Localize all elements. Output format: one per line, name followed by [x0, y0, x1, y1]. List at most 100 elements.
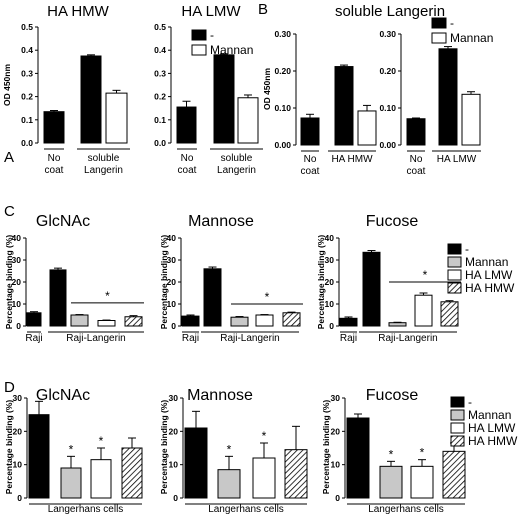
y-tick-label: 0.30 — [274, 29, 291, 39]
legend-swatch — [450, 396, 465, 408]
x-category-label: Raji-Langerin — [66, 333, 125, 344]
y-tick-label: 0.3 — [154, 68, 166, 78]
bar — [282, 312, 301, 327]
y-tick-label: 30 — [13, 393, 23, 403]
legend-label: HA HMW — [468, 434, 518, 448]
legend-swatch — [447, 256, 462, 268]
legend-label: Mannan — [450, 31, 493, 45]
significance-star: * — [265, 290, 270, 304]
legend-label: - — [210, 28, 214, 42]
bar — [461, 93, 481, 146]
x-category-label: Raji — [25, 333, 42, 344]
x-category-label: HA LMW — [437, 154, 477, 165]
legend-swatch — [450, 422, 465, 434]
y-tick-label: 20 — [169, 426, 179, 436]
y-tick-label: 20 — [325, 277, 335, 287]
y-tick-label: 0.4 — [21, 45, 33, 55]
bar — [105, 92, 128, 144]
bar — [124, 316, 143, 327]
x-category-label: Langerin — [84, 165, 123, 176]
bar — [176, 106, 197, 144]
significance-star: * — [227, 442, 232, 456]
bar — [357, 110, 377, 146]
chart-title: GlcNAc — [36, 387, 90, 404]
chart-title: HA HMW — [47, 3, 110, 20]
x-category-label: coat — [45, 165, 64, 176]
bar — [410, 465, 434, 499]
x-category-label: Raji-Langerin — [378, 333, 437, 344]
y-tick-label: 40 — [167, 233, 177, 243]
legend-swatch — [450, 409, 465, 421]
bar — [284, 449, 308, 499]
significance-star: * — [389, 447, 394, 461]
bar — [213, 54, 235, 144]
y-tick-label: 0 — [171, 321, 176, 331]
x-category-label: Raji — [340, 333, 357, 344]
y-tick-label: 0.10 — [274, 103, 291, 113]
legend-swatch — [450, 435, 465, 447]
legend-label: HA HMW — [465, 281, 515, 295]
y-tick-label: 40 — [12, 233, 22, 243]
bar — [255, 314, 274, 327]
bar — [217, 469, 241, 499]
bar — [440, 301, 459, 327]
y-tick-label: 20 — [13, 426, 23, 436]
bar — [184, 427, 208, 499]
y-tick-label: 0.20 — [274, 66, 291, 76]
bar — [379, 465, 403, 499]
bar — [346, 417, 370, 499]
x-category-label: No — [410, 154, 423, 165]
x-category-label: No — [48, 153, 61, 164]
y-tick-label: 10 — [167, 299, 177, 309]
y-tick-label: 20 — [331, 426, 341, 436]
y-tick-label: 30 — [331, 393, 341, 403]
significance-star: * — [423, 268, 428, 282]
y-tick-label: 20 — [12, 277, 22, 287]
chart-title: Mannose — [188, 213, 254, 230]
y-tick-label: 10 — [12, 299, 22, 309]
y-tick-label: 0.4 — [154, 45, 166, 55]
y-tick-label: 0.00 — [379, 140, 396, 150]
x-category-label: No — [304, 154, 317, 165]
y-axis-label: Percentage binding (%) — [316, 235, 326, 330]
y-tick-label: 0.0 — [154, 138, 166, 148]
y-tick-label: 0 — [329, 321, 334, 331]
bar — [26, 312, 42, 327]
bar — [49, 269, 67, 327]
bar — [438, 48, 458, 146]
x-category-label: Langerhans cells — [368, 504, 444, 515]
bar — [300, 117, 320, 146]
y-tick-label: 0.2 — [21, 92, 33, 102]
y-axis-label: OD 450nm — [262, 68, 272, 110]
x-category-label: soluble — [88, 153, 120, 164]
y-tick-label: 40 — [325, 233, 335, 243]
bar — [70, 314, 89, 327]
y-tick-label: 0.5 — [154, 22, 166, 32]
y-tick-label: 0.2 — [154, 92, 166, 102]
y-axis-label: Percentage binding (%) — [4, 400, 14, 495]
y-tick-label: 30 — [167, 255, 177, 265]
x-category-label: coat — [301, 166, 320, 177]
chart-title: Fucose — [366, 213, 419, 230]
y-tick-label: 0.1 — [154, 115, 166, 125]
y-tick-label: 10 — [13, 460, 23, 470]
legend-label: HA LMW — [468, 421, 516, 435]
legend-label: - — [465, 242, 469, 256]
y-tick-label: 30 — [169, 393, 179, 403]
legend-label: Mannan — [465, 255, 508, 269]
legend-swatch — [191, 29, 207, 41]
y-tick-label: 0 — [335, 493, 340, 503]
legend-swatch — [191, 44, 207, 56]
legend-label: Mannan — [210, 43, 253, 57]
y-axis-label: Percentage binding (%) — [4, 235, 14, 330]
legend-swatch — [431, 17, 447, 29]
y-tick-label: 0.10 — [379, 103, 396, 113]
chart-title: GlcNAc — [36, 213, 90, 230]
bar — [237, 97, 259, 144]
bar — [406, 118, 426, 146]
y-tick-label: 0.5 — [21, 22, 33, 32]
bar — [442, 450, 466, 499]
legend-swatch — [447, 269, 462, 281]
